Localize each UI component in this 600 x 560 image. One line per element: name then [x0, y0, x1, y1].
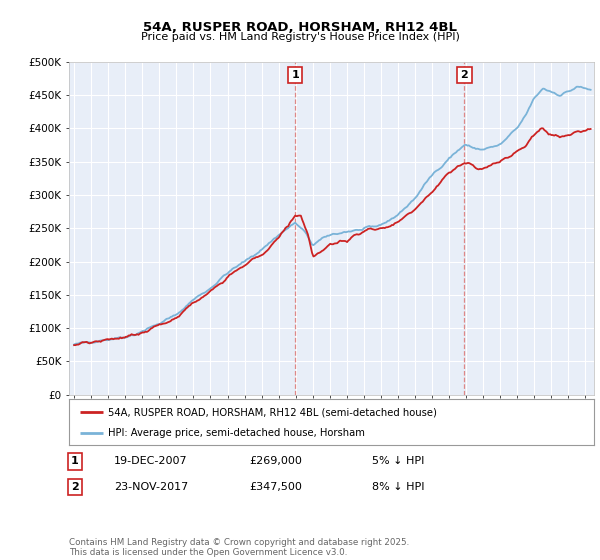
Text: £347,500: £347,500 [249, 482, 302, 492]
Text: 2: 2 [71, 482, 79, 492]
Text: Price paid vs. HM Land Registry's House Price Index (HPI): Price paid vs. HM Land Registry's House … [140, 32, 460, 43]
Text: 23-NOV-2017: 23-NOV-2017 [114, 482, 188, 492]
Text: 54A, RUSPER ROAD, HORSHAM, RH12 4BL: 54A, RUSPER ROAD, HORSHAM, RH12 4BL [143, 21, 457, 34]
Text: 8% ↓ HPI: 8% ↓ HPI [372, 482, 425, 492]
Text: 1: 1 [71, 456, 79, 466]
Text: 5% ↓ HPI: 5% ↓ HPI [372, 456, 424, 466]
Text: HPI: Average price, semi-detached house, Horsham: HPI: Average price, semi-detached house,… [109, 428, 365, 438]
Text: £269,000: £269,000 [249, 456, 302, 466]
Text: 1: 1 [292, 70, 299, 80]
Text: 19-DEC-2007: 19-DEC-2007 [114, 456, 188, 466]
Text: Contains HM Land Registry data © Crown copyright and database right 2025.
This d: Contains HM Land Registry data © Crown c… [69, 538, 409, 557]
Text: 54A, RUSPER ROAD, HORSHAM, RH12 4BL (semi-detached house): 54A, RUSPER ROAD, HORSHAM, RH12 4BL (sem… [109, 407, 437, 417]
Text: 2: 2 [461, 70, 469, 80]
